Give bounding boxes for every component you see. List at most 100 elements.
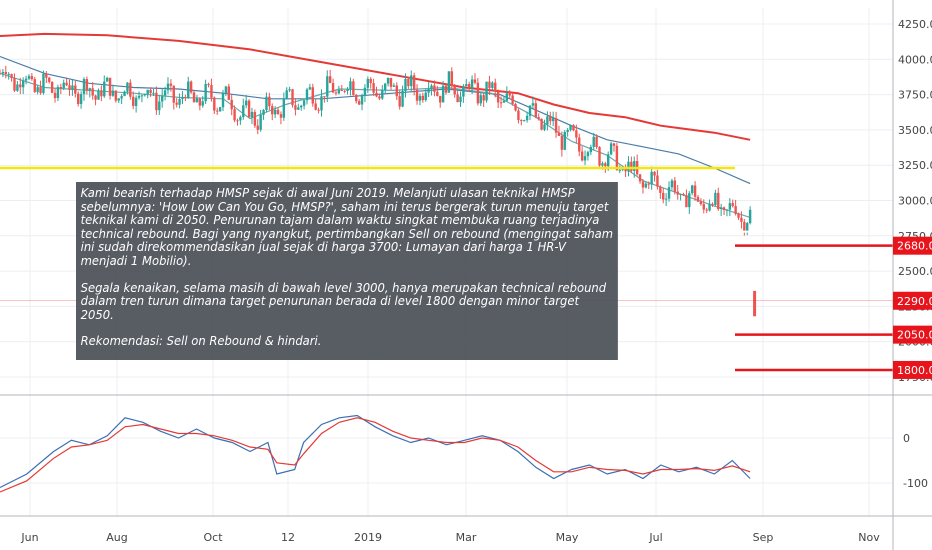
price-tag-bg xyxy=(893,325,932,344)
candle-body-159 xyxy=(459,96,462,103)
candle-body-108 xyxy=(311,87,314,104)
candle-body-167 xyxy=(482,95,485,101)
candle-body-148 xyxy=(427,88,430,93)
candle-body-37 xyxy=(105,77,109,82)
candle-body-31 xyxy=(88,88,91,91)
candle-body-65 xyxy=(187,81,190,98)
candle-body-257 xyxy=(743,221,746,232)
candle-body-238 xyxy=(688,193,691,208)
candle-body-35 xyxy=(100,90,103,97)
candle-body-131 xyxy=(378,96,381,99)
candle-body-147 xyxy=(424,92,427,101)
candle-body-174 xyxy=(502,100,506,103)
candle-body-76 xyxy=(218,107,222,112)
osc-y-tick-label: 0 xyxy=(903,432,910,445)
x-tick-label: Jul xyxy=(648,531,662,544)
candle-body-93 xyxy=(268,96,271,107)
x-tick-label: Mar xyxy=(456,531,477,544)
candle-body-229 xyxy=(662,192,665,200)
candle-body-98 xyxy=(282,98,286,118)
candle-body-184 xyxy=(531,103,535,106)
candle-body-211 xyxy=(609,143,613,155)
candle-body-246 xyxy=(711,203,714,206)
price-axis[interactable]: 4250.04000.03750.03500.03250.03000.02750… xyxy=(893,18,932,490)
price-tag-label: 2050.0 xyxy=(897,329,932,342)
candle-body-171 xyxy=(494,82,497,92)
candle-body-23 xyxy=(65,82,68,86)
candle-body-189 xyxy=(546,116,549,125)
price-tag-label: 2290.0 xyxy=(897,295,932,308)
candle-body-205 xyxy=(592,136,595,147)
candle-body-25 xyxy=(71,85,74,90)
candle-body-111 xyxy=(320,96,323,111)
candle-body-87 xyxy=(250,112,254,118)
candle-body-259 xyxy=(748,209,752,224)
y-tick-label: 4250.0 xyxy=(898,18,932,31)
analysis-note[interactable]: Kami bearish terhadap HMSP sejak di awal… xyxy=(76,182,618,360)
candle-body-124 xyxy=(357,101,361,105)
oscillator-panel xyxy=(0,414,751,493)
candle-body-239 xyxy=(690,185,694,194)
candle-body-177 xyxy=(511,95,514,104)
candle-body-45 xyxy=(129,82,132,97)
candle-body-59 xyxy=(169,83,173,86)
candle-body-11 xyxy=(30,76,34,80)
candle-body-178 xyxy=(514,103,517,111)
candle-body-139 xyxy=(401,90,404,107)
candle-body-150 xyxy=(433,85,436,92)
candle-body-121 xyxy=(349,81,352,89)
candle-body-213 xyxy=(615,145,619,171)
x-tick-label: Oct xyxy=(203,531,223,544)
candle-body-115 xyxy=(331,82,335,93)
y-tick-label: 3000.0 xyxy=(898,195,932,208)
candle-body-116 xyxy=(334,92,338,94)
candle-body-9 xyxy=(24,78,28,81)
candle-body-110 xyxy=(317,109,320,111)
osc-y-tick-label: -100 xyxy=(903,477,928,490)
candle-body-84 xyxy=(242,105,245,118)
candle-body-7 xyxy=(19,84,22,88)
candle-body-209 xyxy=(604,163,607,167)
candle-body-58 xyxy=(166,83,170,91)
candle-body-42 xyxy=(120,96,123,99)
candle-body-38 xyxy=(108,77,112,96)
candle-body-235 xyxy=(679,194,682,196)
osc_blue-line xyxy=(0,414,751,489)
candle-body-198 xyxy=(572,125,575,131)
candle-body-225 xyxy=(650,171,653,185)
candle-body-63 xyxy=(181,97,184,99)
candle-body-0 xyxy=(0,73,2,75)
candle-body-104 xyxy=(300,105,303,108)
candle-body-18 xyxy=(50,81,54,93)
candle-body-50 xyxy=(143,94,147,96)
candle-body-233 xyxy=(673,180,677,192)
candle-body-60 xyxy=(172,85,175,103)
candle-body-244 xyxy=(705,209,708,211)
candle-body-113 xyxy=(326,76,329,97)
candle-body-193 xyxy=(557,132,561,136)
candle-body-252 xyxy=(728,203,732,210)
candle-body-48 xyxy=(137,95,141,98)
candle-body-162 xyxy=(467,84,471,89)
candle-body-206 xyxy=(595,136,598,148)
candle-body-106 xyxy=(305,89,309,101)
note-paragraph-1: Kami bearish terhadap HMSP sejak di awal… xyxy=(80,185,614,268)
time-axis[interactable]: Jun Aug Oct 12 2019 Mar May Jul Sep Nov xyxy=(20,531,880,544)
candle-body-163 xyxy=(470,79,474,89)
candle-body-2 xyxy=(4,72,7,75)
candle-body-44 xyxy=(126,82,129,92)
candle-body-183 xyxy=(528,105,532,116)
candle-body-218 xyxy=(630,161,633,171)
candle-body-245 xyxy=(708,203,711,211)
candle-body-240 xyxy=(693,185,697,197)
candle-body-24 xyxy=(68,85,71,90)
candle-body-10 xyxy=(27,76,31,79)
candle-body-188 xyxy=(543,124,546,130)
candle-body-91 xyxy=(262,109,265,115)
candle-body-89 xyxy=(256,125,259,130)
candle-body-199 xyxy=(575,130,578,138)
candle-body-70 xyxy=(201,101,204,106)
candle-body-82 xyxy=(236,120,239,122)
candle-body-195 xyxy=(563,131,566,150)
